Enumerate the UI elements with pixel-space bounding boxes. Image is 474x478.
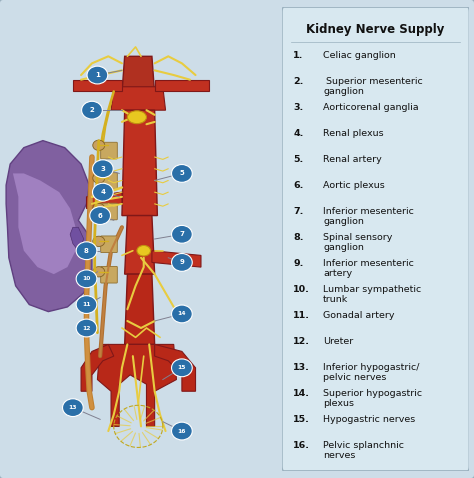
Text: Aortic plexus: Aortic plexus <box>323 181 385 190</box>
Text: Aorticorenal ganglia: Aorticorenal ganglia <box>323 103 419 112</box>
Text: 5.: 5. <box>293 155 303 164</box>
Text: Gonadal artery: Gonadal artery <box>323 311 395 320</box>
Circle shape <box>93 140 105 151</box>
Polygon shape <box>81 344 114 391</box>
Text: 10: 10 <box>82 276 91 282</box>
Polygon shape <box>125 274 155 344</box>
Polygon shape <box>125 216 155 274</box>
Polygon shape <box>6 141 92 312</box>
Text: 15.: 15. <box>293 415 310 424</box>
Ellipse shape <box>128 111 146 124</box>
Polygon shape <box>122 56 155 94</box>
FancyBboxPatch shape <box>100 266 117 283</box>
Circle shape <box>93 267 105 277</box>
Text: 12.: 12. <box>293 337 310 346</box>
Text: 3: 3 <box>100 166 105 172</box>
Text: Inferior mesenteric
ganglion: Inferior mesenteric ganglion <box>323 207 414 226</box>
Text: 15: 15 <box>178 365 186 370</box>
Text: 9.: 9. <box>293 259 304 268</box>
Text: 2.: 2. <box>293 77 304 86</box>
Ellipse shape <box>137 245 151 256</box>
Circle shape <box>93 173 105 183</box>
Polygon shape <box>13 174 75 274</box>
Circle shape <box>92 183 113 201</box>
Text: 14.: 14. <box>293 389 310 398</box>
Circle shape <box>172 305 192 323</box>
Polygon shape <box>86 192 122 208</box>
Circle shape <box>76 296 97 314</box>
Text: 7.: 7. <box>293 207 304 216</box>
Text: Celiac ganglion: Celiac ganglion <box>323 51 396 60</box>
Text: 3.: 3. <box>293 103 303 112</box>
Circle shape <box>93 236 105 247</box>
Text: 6: 6 <box>98 213 102 218</box>
Text: 4.: 4. <box>293 129 304 138</box>
Circle shape <box>92 160 113 178</box>
Text: Inferior hypogastric/
pelvic nerves: Inferior hypogastric/ pelvic nerves <box>323 363 419 382</box>
Text: 11: 11 <box>82 302 91 307</box>
Text: 4: 4 <box>100 189 105 195</box>
Polygon shape <box>155 344 195 391</box>
Circle shape <box>76 270 97 288</box>
Polygon shape <box>152 250 201 267</box>
Text: Pelvic splanchnic
nerves: Pelvic splanchnic nerves <box>323 441 404 460</box>
Text: 7: 7 <box>180 231 184 237</box>
Text: 16: 16 <box>178 429 186 434</box>
Text: 11.: 11. <box>293 311 310 320</box>
Text: 8.: 8. <box>293 233 304 242</box>
Circle shape <box>87 66 108 84</box>
Circle shape <box>172 164 192 182</box>
Text: 9: 9 <box>180 260 184 265</box>
Text: Kidney Nerve Supply: Kidney Nerve Supply <box>307 23 445 36</box>
Circle shape <box>76 319 97 337</box>
Text: 13: 13 <box>69 405 77 410</box>
Text: Renal plexus: Renal plexus <box>323 129 384 138</box>
Polygon shape <box>73 80 122 91</box>
Text: Spinal sensory
ganglion: Spinal sensory ganglion <box>323 233 392 252</box>
Text: Renal artery: Renal artery <box>323 155 382 164</box>
Text: 6.: 6. <box>293 181 304 190</box>
Text: 5: 5 <box>180 171 184 176</box>
Circle shape <box>172 253 192 272</box>
FancyBboxPatch shape <box>100 236 117 252</box>
Text: 14: 14 <box>178 312 186 316</box>
Circle shape <box>63 399 83 416</box>
FancyBboxPatch shape <box>100 203 117 220</box>
Circle shape <box>172 422 192 440</box>
Text: 1: 1 <box>95 72 100 78</box>
Circle shape <box>76 242 97 260</box>
Polygon shape <box>111 87 165 110</box>
Text: Ureter: Ureter <box>323 337 354 346</box>
Polygon shape <box>97 344 176 426</box>
FancyBboxPatch shape <box>100 142 117 159</box>
Circle shape <box>172 359 192 377</box>
Text: 12: 12 <box>82 326 91 330</box>
FancyBboxPatch shape <box>282 7 469 471</box>
Polygon shape <box>70 228 84 250</box>
Text: Lumbar sympathetic
trunk: Lumbar sympathetic trunk <box>323 285 421 304</box>
Circle shape <box>82 101 102 119</box>
Text: Superior mesenteric
ganglion: Superior mesenteric ganglion <box>323 77 423 96</box>
Circle shape <box>172 226 192 243</box>
Text: Inferior mesenteric
artery: Inferior mesenteric artery <box>323 259 414 278</box>
Text: 16.: 16. <box>293 441 310 450</box>
Text: 10.: 10. <box>293 285 310 294</box>
Polygon shape <box>122 110 157 216</box>
Circle shape <box>90 206 110 225</box>
Circle shape <box>93 204 105 214</box>
Text: 8: 8 <box>84 248 89 254</box>
Text: Superior hypogastric
plexus: Superior hypogastric plexus <box>323 389 422 408</box>
Text: 2: 2 <box>90 107 94 113</box>
Polygon shape <box>155 80 209 91</box>
Text: 13.: 13. <box>293 363 310 372</box>
Text: 1.: 1. <box>293 51 304 60</box>
FancyBboxPatch shape <box>100 173 117 189</box>
Text: Hypogastric nerves: Hypogastric nerves <box>323 415 416 424</box>
